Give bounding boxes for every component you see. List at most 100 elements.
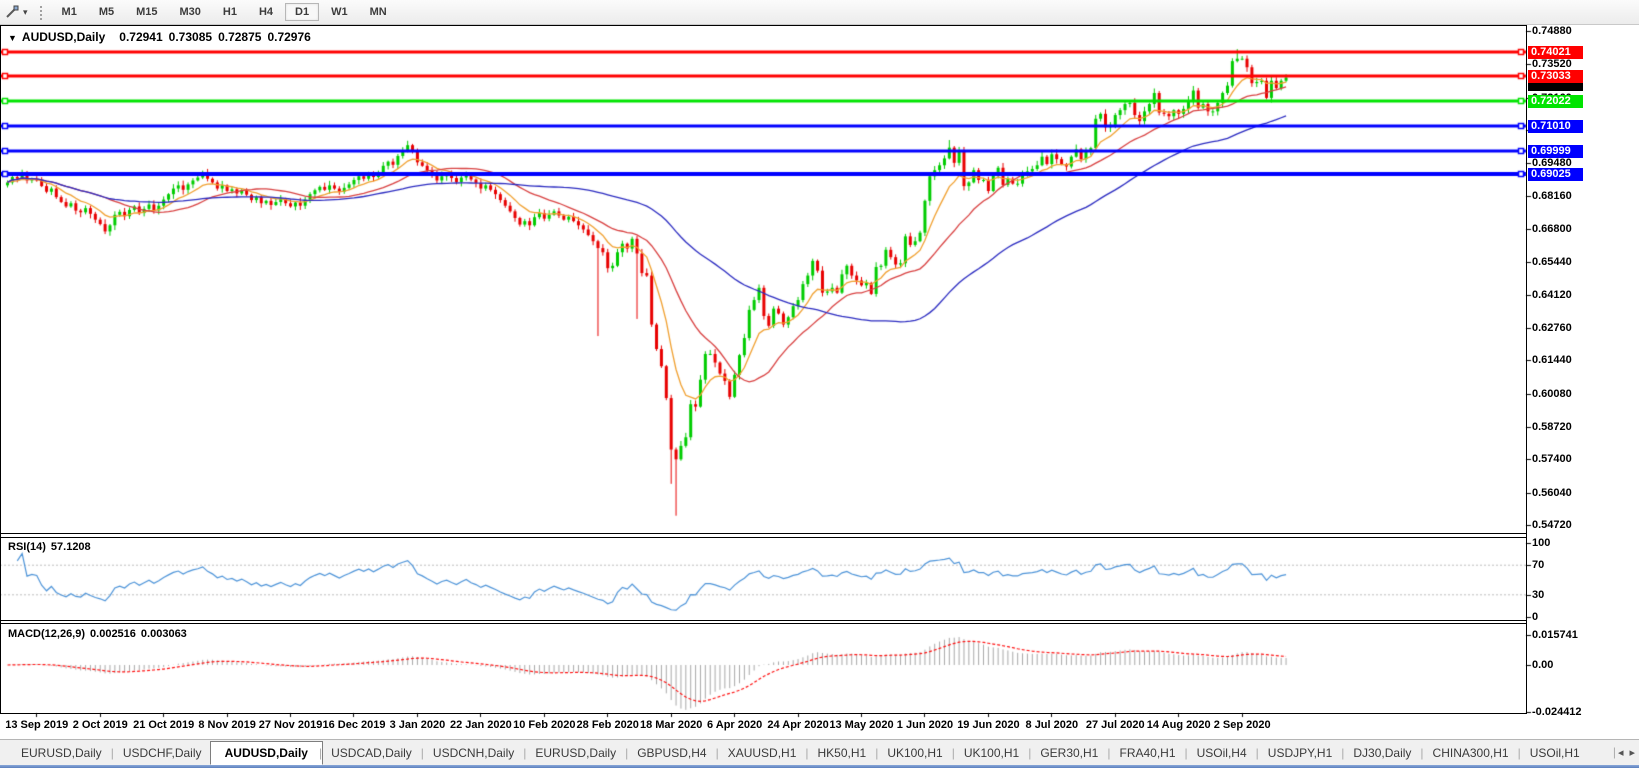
chart-tab-GER30-H1[interactable]: GER30,H1 — [1040, 746, 1099, 760]
chart-tab-FRA40-H1[interactable]: FRA40,H1 — [1119, 746, 1176, 760]
tab-separator: | — [1612, 745, 1616, 759]
line-tools-button[interactable]: ▾ — [0, 1, 32, 23]
price-tick-label: 0.61440 — [1532, 354, 1572, 367]
rsi-panel-top-border — [0, 537, 1527, 538]
toolbar-grip[interactable] — [37, 4, 43, 20]
chart-tab-USDCHF-Daily[interactable]: USDCHF,Daily — [122, 746, 202, 760]
collapse-chart-icon[interactable]: ▼ — [8, 33, 17, 43]
date-tick-label: 6 Apr 2020 — [706, 719, 763, 731]
date-tick-label: 24 Apr 2020 — [767, 719, 829, 731]
date-tick-label: 14 Aug 2020 — [1146, 719, 1211, 731]
timeframe-button-H1[interactable]: H1 — [222, 6, 237, 18]
timeframe-button-M5[interactable]: M5 — [98, 6, 115, 18]
price-line-label: 0.69025 — [1528, 168, 1583, 182]
time-axis[interactable]: 13 Sep 2019 2 Oct 2019 21 Oct 2019 8 Nov 20… — [0, 713, 1639, 739]
high-value: 0.73085 — [168, 30, 213, 44]
tab-separator: | — [1255, 746, 1259, 760]
chart-tab-XAUUSD-H1[interactable]: XAUUSD,H1 — [727, 746, 797, 760]
close-value: 0.72976 — [267, 30, 311, 44]
chart-tab-USOil-H4[interactable]: USOil,H4 — [1196, 746, 1247, 760]
price-line-label: 0.71010 — [1528, 119, 1583, 133]
symbol-label: AUDUSD,Daily — [21, 30, 106, 44]
rsi-name: RSI(14) — [8, 541, 46, 553]
chart-tab-HK50-H1[interactable]: HK50,H1 — [817, 746, 867, 760]
chart-tab-UK100-H1[interactable]: UK100,H1 — [887, 746, 943, 760]
date-tick-label: 19 Jun 2020 — [957, 719, 1020, 731]
timeframe-button-D1[interactable]: D1 — [285, 3, 320, 21]
pencil-icon — [6, 5, 19, 18]
date-tick-label: 13 May 2020 — [829, 719, 894, 731]
price-axis-border — [1526, 25, 1527, 714]
macd-level-label: -0.024412 — [1532, 705, 1582, 718]
date-tick-label: 1 Jun 2020 — [896, 719, 954, 731]
tab-separator: | — [110, 746, 114, 760]
price-tick-label: 0.64120 — [1532, 288, 1572, 301]
toolbar: ▾ M1 M5 M15 M30 H1 H4 D1 W1 MN — [0, 0, 1639, 25]
chevron-down-icon[interactable]: ▾ — [23, 6, 28, 17]
price-tick-label: 0.73520 — [1532, 58, 1572, 71]
price-tick-label: 0.56040 — [1532, 486, 1572, 499]
chart-title: ▼ AUDUSD,Daily 0.72941 0.73085 0.72875 0.7297… — [8, 30, 311, 44]
price-axis[interactable]: 0.748800.735200.721600.708400.694800.681… — [1527, 24, 1639, 718]
price-tick-label: 0.69480 — [1532, 157, 1572, 170]
low-value: 0.72875 — [218, 30, 262, 44]
timeframe-button-M1[interactable]: M1 — [61, 6, 77, 18]
macd-level-label: 0.015741 — [1532, 628, 1578, 641]
chart-tab-UK100-H1[interactable]: UK100,H1 — [963, 746, 1020, 760]
tab-scroll-right-button[interactable]: ▸ — [1629, 746, 1635, 759]
chart-tab-GBPUSD-H4[interactable]: GBPUSD,H4 — [637, 746, 707, 760]
date-tick-label: 2 Sep 2020 — [1213, 719, 1271, 731]
price-tick-label: 0.66800 — [1532, 222, 1572, 235]
date-tick-label: 21 Oct 2019 — [133, 719, 195, 731]
tab-separator: | — [1420, 746, 1424, 760]
date-tick-label: 28 Feb 2020 — [576, 719, 639, 731]
timeframe-button-W1[interactable]: W1 — [331, 6, 348, 18]
tab-separator: | — [875, 746, 879, 760]
timeframe-button-group: M1 M5 M15 M30 H1 H4 D1 W1 MN — [51, 3, 398, 21]
chart-tab-USDJPY-H1[interactable]: USDJPY,H1 — [1267, 746, 1333, 760]
rsi-label: RSI(14) 57.1208 — [8, 541, 96, 553]
date-tick-label: 22 Jan 2020 — [449, 719, 512, 731]
tab-separator: | — [1184, 746, 1188, 760]
tab-scroll-left-button[interactable]: ◂ — [1617, 746, 1624, 759]
tab-separator: | — [523, 746, 527, 760]
chart-tab-CHINA300-H1[interactable]: CHINA300,H1 — [1432, 746, 1509, 760]
chart-tab-AUDUSD-Daily[interactable]: AUDUSD,Daily — [209, 740, 323, 765]
chart-tab-bar: EURUSD,Daily | USDCHF,Daily | AUDUSD,Daily | U… — [0, 739, 1639, 766]
date-tick-label: 8 Nov 2019 — [198, 719, 256, 731]
chart-tab-DJ30-Daily[interactable]: DJ30,Daily — [1353, 746, 1412, 760]
chart-tab-EURUSD-Daily[interactable]: EURUSD,Daily — [21, 746, 102, 760]
date-tick-label: 2 Oct 2019 — [72, 719, 128, 731]
macd-panel-top-border — [0, 623, 1527, 624]
tab-separator: | — [1107, 746, 1111, 760]
rsi-level-label: 0 — [1532, 611, 1539, 623]
price-tick-label: 0.54720 — [1532, 519, 1572, 531]
date-tick-label: 8 Jul 2020 — [1025, 719, 1079, 731]
macd-label: MACD(12,26,9) 0.002516 0.003063 — [8, 628, 192, 640]
timeframe-button-H4[interactable]: H4 — [258, 6, 274, 18]
date-tick-label: 27 Jul 2020 — [1085, 719, 1145, 731]
date-tick-label: 27 Nov 2019 — [258, 719, 323, 731]
timeframe-button-M30[interactable]: M30 — [179, 6, 201, 18]
chart-tab-USDCNH-Daily[interactable]: USDCNH,Daily — [432, 746, 515, 760]
price-tick-label: 0.57400 — [1532, 453, 1572, 466]
chart-tab-USDCAD-Daily[interactable]: USDCAD,Daily — [331, 746, 412, 760]
price-tick-label: 0.68160 — [1532, 189, 1572, 202]
date-tick-label: 10 Feb 2020 — [513, 719, 576, 731]
macd-level-label: 0.00 — [1532, 659, 1554, 671]
chart-tab-EURUSD-Daily[interactable]: EURUSD,Daily — [535, 746, 617, 760]
macd-main-value: 0.002516 — [90, 628, 136, 640]
chart-tab-USOil-H1[interactable]: USOil,H1 — [1529, 746, 1580, 760]
timeframe-button-M15[interactable]: M15 — [136, 6, 158, 18]
bottom-edge-strip — [0, 765, 1639, 768]
tab-separator: | — [1028, 746, 1032, 760]
timeframe-button-MN[interactable]: MN — [369, 6, 387, 18]
macd-signal-value: 0.003063 — [140, 628, 187, 640]
price-tick-label: 0.58720 — [1532, 420, 1572, 433]
rsi-level-label: 70 — [1532, 559, 1545, 572]
chart-left-border — [0, 25, 1, 714]
tab-separator: | — [420, 746, 424, 760]
tab-separator: | — [951, 746, 955, 760]
